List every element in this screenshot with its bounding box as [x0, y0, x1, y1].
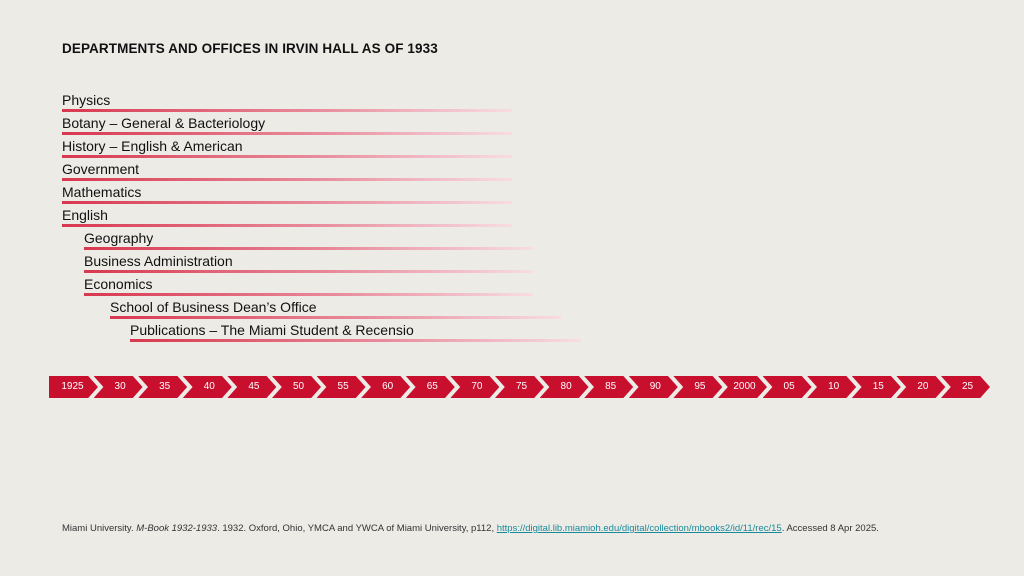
timeline-chevron: 10 — [807, 376, 857, 398]
timeline-chevron: 70 — [450, 376, 500, 398]
timeline-chevron: 65 — [405, 376, 455, 398]
department-bar — [62, 224, 512, 227]
timeline-chevron: 1925 — [49, 376, 98, 398]
timeline-year-label: 30 — [114, 381, 126, 392]
department-label: English — [62, 207, 108, 223]
timeline-chevron: 40 — [182, 376, 232, 398]
department-bar — [84, 247, 533, 250]
department-bar — [62, 109, 512, 112]
department-bar — [62, 201, 512, 204]
timeline-chevron: 45 — [227, 376, 277, 398]
department-row-geography: Geography — [84, 229, 533, 251]
timeline-year-label: 65 — [426, 381, 438, 392]
timeline-year-label: 40 — [203, 381, 215, 392]
department-row-government: Government — [62, 160, 512, 182]
timeline-year-label: 20 — [917, 381, 929, 392]
timeline-chevron: 95 — [673, 376, 723, 398]
department-label: Publications – The Miami Student & Recen… — [130, 322, 414, 338]
timeline-chevron: 30 — [93, 376, 143, 398]
timeline-chevron: 05 — [762, 376, 812, 398]
department-bar — [84, 270, 533, 273]
timeline-year-label: 85 — [605, 381, 617, 392]
department-row-publications: Publications – The Miami Student & Recen… — [130, 321, 581, 343]
department-label: Geography — [84, 230, 154, 246]
timeline-chevron: 25 — [941, 376, 990, 398]
department-label: Mathematics — [62, 184, 142, 200]
department-row-english: English — [62, 206, 512, 228]
citation-prefix: Miami University. — [62, 523, 137, 534]
department-row-dean-office: School of Business Dean’s Office — [110, 298, 561, 320]
timeline-year-label: 95 — [694, 381, 706, 392]
timeline-chevron: 90 — [628, 376, 678, 398]
department-row-economics: Economics — [84, 275, 533, 297]
department-label: Economics — [84, 276, 153, 292]
timeline-year-label: 45 — [248, 381, 260, 392]
department-bar — [62, 155, 512, 158]
department-row-botany: Botany – General & Bacteriology — [62, 114, 512, 136]
timeline-chevron: 55 — [316, 376, 366, 398]
department-row-history: History – English & American — [62, 137, 512, 159]
timeline-year-label: 70 — [471, 381, 483, 392]
department-bar — [130, 339, 581, 342]
department-label: History – English & American — [62, 138, 243, 154]
citation-link[interactable]: https://digital.lib.miamioh.edu/digital/… — [496, 523, 782, 534]
timeline-chevron: 75 — [495, 376, 544, 398]
department-label: School of Business Dean’s Office — [110, 299, 317, 315]
department-label: Botany – General & Bacteriology — [62, 115, 266, 131]
timeline-year-label: 25 — [961, 381, 974, 392]
timeline-chevron: 20 — [896, 376, 946, 398]
timeline-chevron: 60 — [361, 376, 411, 398]
department-bar — [62, 178, 512, 181]
timeline-year-label: 60 — [382, 381, 394, 392]
timeline-chevron: 80 — [539, 376, 589, 398]
department-row-mathematics: Mathematics — [62, 183, 512, 205]
timeline: 1925 30 35 40 45 50 55 60 65 70 75 80 85 90 95 2000 05 10… — [49, 376, 999, 398]
timeline-chevron: 2000 — [718, 376, 767, 398]
department-bar — [84, 293, 533, 296]
timeline-chevron: 85 — [584, 376, 634, 398]
timeline-year-label: 35 — [159, 381, 171, 392]
citation-middle: . 1932. Oxford, Ohio, YMCA and YWCA of M… — [217, 523, 497, 534]
citation-work: M-Book 1932-1933 — [136, 523, 218, 534]
timeline-chevron: 15 — [851, 376, 901, 398]
timeline-year-label: 2000 — [733, 381, 756, 392]
department-bar — [110, 316, 561, 319]
page-title: DEPARTMENTS AND OFFICES IN IRVIN HALL AS… — [62, 41, 438, 56]
timeline-chevron: 50 — [272, 376, 321, 398]
timeline-year-label: 05 — [783, 381, 795, 392]
timeline-year-label: 55 — [337, 381, 349, 392]
department-label: Physics — [62, 92, 111, 108]
timeline-year-label: 75 — [515, 381, 528, 392]
department-label: Business Administration — [84, 253, 233, 269]
department-bar — [62, 132, 512, 135]
department-row-business-administration: Business Administration — [84, 252, 533, 274]
timeline-year-label: 90 — [649, 381, 661, 392]
timeline-year-label: 10 — [828, 381, 840, 392]
timeline-year-label: 50 — [292, 381, 305, 392]
timeline-year-label: 80 — [560, 381, 572, 392]
department-row-physics: Physics — [62, 91, 512, 113]
timeline-year-label: 15 — [872, 381, 884, 392]
citation: Miami University. M-Book 1932-1933. 1932… — [62, 522, 1002, 535]
citation-suffix: . Accessed 8 Apr 2025. — [781, 523, 879, 534]
timeline-year-label: 1925 — [61, 381, 84, 392]
timeline-chevron: 35 — [138, 376, 188, 398]
department-label: Government — [62, 161, 140, 177]
